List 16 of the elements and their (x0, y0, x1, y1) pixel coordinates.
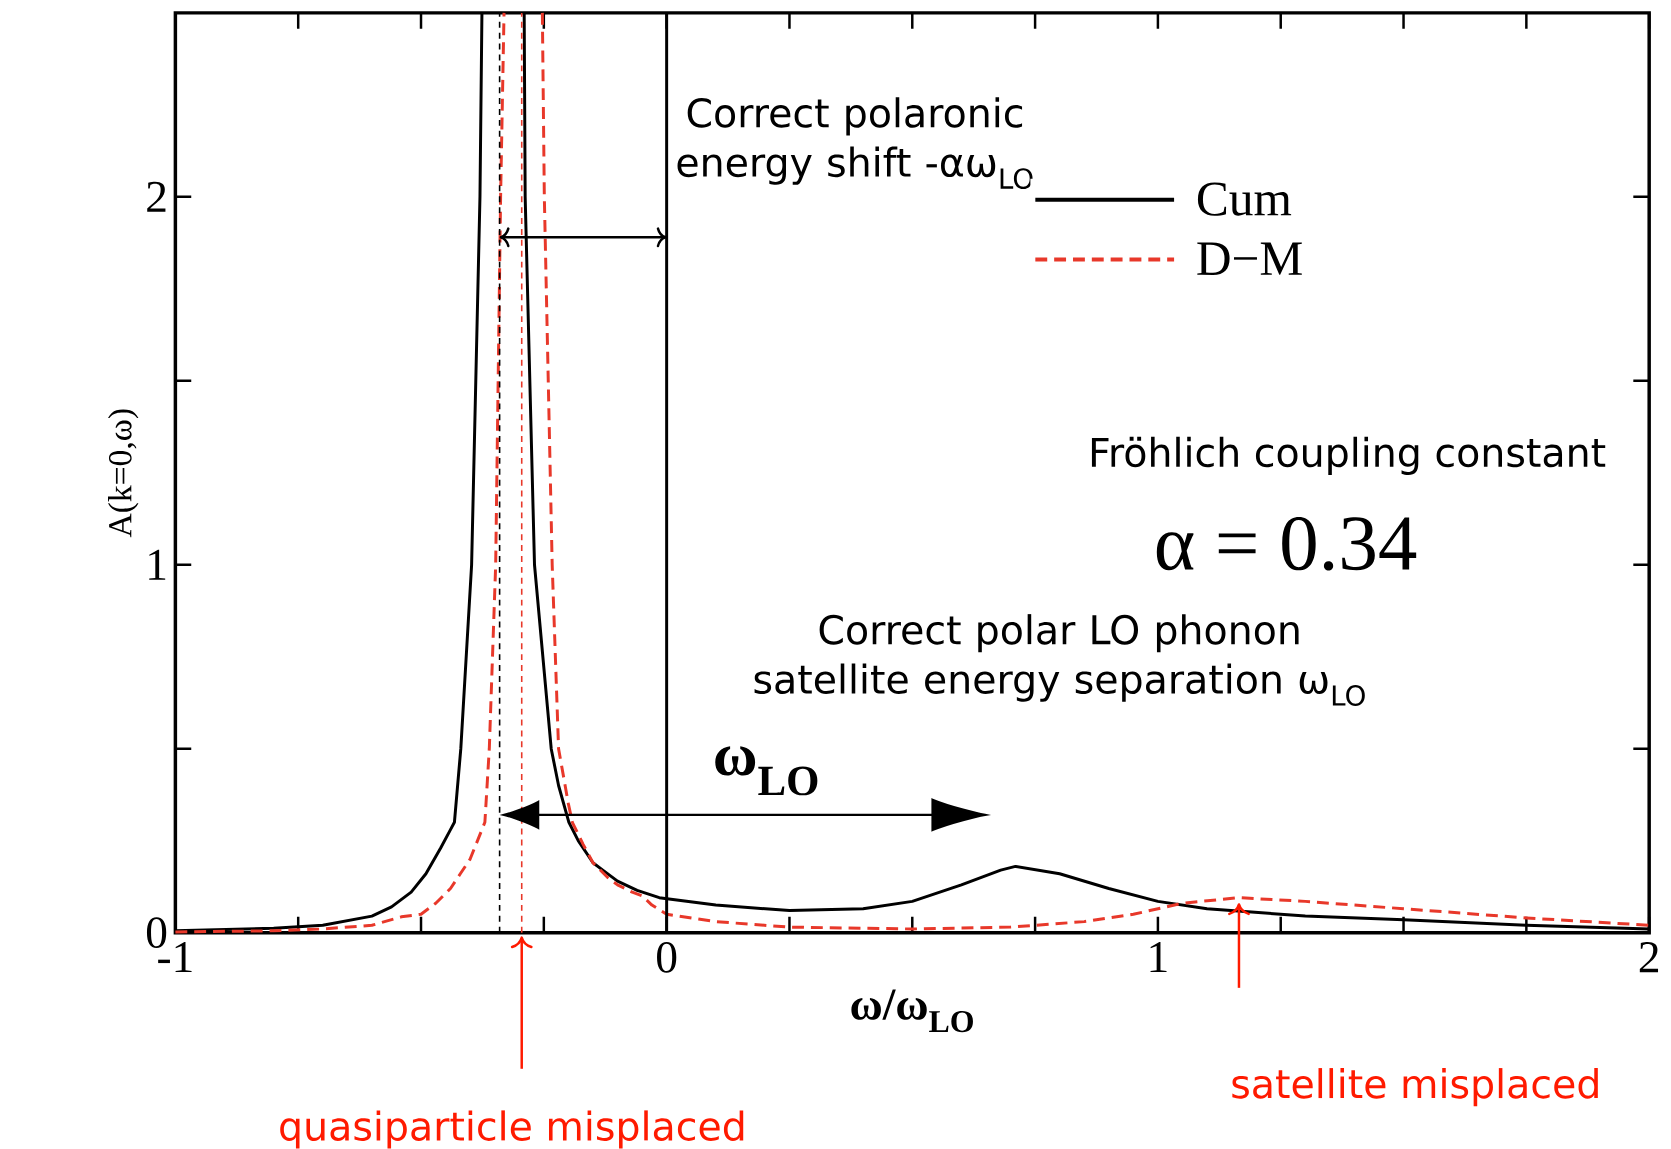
annotation: Correct polaronic energy shift -αω$_{LO}$ (677, 97, 1033, 190)
text: quasiparticle misplaced (280, 1110, 744, 1149)
annotation: ω$_{LO}$ (715, 746, 818, 796)
x-tick-label: 2 (1639, 942, 1659, 973)
annotation: α = 0.34 (1156, 517, 1417, 571)
x-tick-label: 0 (657, 942, 677, 973)
annotation: Fröhlich coupling constant (1091, 436, 1606, 476)
legend-label: D−M (1197, 242, 1302, 276)
y-tick-label: 2 (147, 181, 166, 213)
x-tick-label: 1 (1150, 942, 1167, 973)
y-axis-title: A(k=0,ω) (108, 409, 139, 538)
legend-label: Cum (1197, 182, 1292, 216)
x-axis-title: ω/ω$_{LO}$ (851, 989, 973, 1033)
annotation: Correct polar LO phonon satellite energy separation ω$_{LO}$ (754, 614, 1365, 707)
text: satellite misplaced (1232, 1068, 1598, 1107)
y-tick-label: 1 (149, 549, 166, 580)
